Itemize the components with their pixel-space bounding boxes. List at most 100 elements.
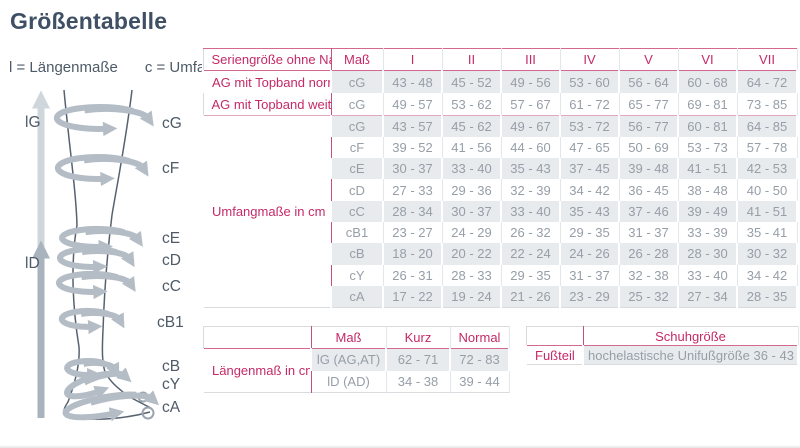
value-cell: 24 - 29 (441, 221, 502, 244)
band-arrow-cY (64, 367, 132, 400)
mass-cell: cD (330, 179, 384, 201)
value-cell: 62 - 71 (385, 348, 451, 371)
header-mass: Maß (330, 48, 384, 71)
mass-cell: cE (330, 158, 384, 180)
value-cell: 65 - 77 (618, 93, 679, 116)
mass-cell: lG (AG,AT) (310, 348, 387, 371)
value-cell: 31 - 37 (618, 221, 679, 244)
row-topband-normal: AG mit Topband normal cG 43 - 48 45 - 52… (202, 70, 798, 93)
value-cell: 33 - 40 (677, 264, 738, 286)
value-cell: 23 - 27 (382, 221, 443, 244)
value-cell: 37 - 45 (559, 158, 620, 180)
value-cell: 30 - 32 (736, 243, 798, 265)
value-cell: 17 - 22 (382, 285, 443, 308)
value-cell: 64 - 85 (736, 114, 798, 137)
mass-cell: cF (330, 136, 384, 159)
toe-curl-icon (141, 406, 155, 420)
size-table: Seriengröße ohne Naht Maß I II III IV V … (202, 48, 798, 308)
value-cell: 61 - 72 (559, 93, 620, 116)
value-cell: 39 - 44 (449, 370, 510, 393)
value-cell: 47 - 65 (559, 136, 620, 159)
band-arrow-cF (54, 153, 149, 187)
corner-cell (203, 326, 312, 349)
value-cell: 35 - 41 (736, 221, 798, 244)
value-cell: hochelastische Unifußgröße 36 - 43 (582, 345, 799, 365)
value-cell: 32 - 38 (618, 264, 679, 286)
diagram-label-cB: cB (162, 358, 180, 375)
header-size: VI (677, 48, 738, 71)
size-table-header-row: Seriengröße ohne Naht Maß I II III IV V … (203, 48, 798, 71)
header-size: III (500, 48, 561, 71)
value-cell: 45 - 62 (441, 114, 502, 137)
diagram-label-lG: lG (25, 114, 41, 131)
diagram-label-cA: cA (162, 399, 181, 416)
value-cell: 31 - 37 (559, 264, 620, 286)
band-arrow-cC (56, 270, 136, 300)
value-cell: 28 - 30 (677, 243, 738, 265)
mass-cell: cG (330, 70, 384, 93)
value-cell: 57 - 78 (736, 136, 798, 159)
value-cell: 43 - 57 (382, 114, 443, 137)
row-cE: cE 30 - 37 33 - 40 35 - 43 37 - 45 39 - … (203, 158, 798, 180)
header-kurz: Kurz (385, 326, 451, 349)
value-cell: 32 - 39 (500, 179, 561, 201)
header-size: VII (736, 48, 798, 71)
value-cell: 50 - 69 (618, 136, 679, 159)
header-normal: Normal (449, 326, 510, 349)
corner-cell (526, 326, 584, 346)
header-mass: Maß (310, 326, 387, 349)
value-cell: 19 - 24 (441, 285, 502, 308)
value-cell: 36 - 45 (618, 179, 679, 201)
value-cell: 39 - 49 (677, 200, 738, 222)
mass-cell: cA (330, 285, 384, 308)
length-table: Maß Kurz Normal Längenmaß in cm lG (AG,A… (202, 326, 510, 393)
row-cY: cY 26 - 31 28 - 33 29 - 35 31 - 37 32 - … (203, 264, 798, 286)
value-cell: 56 - 64 (618, 70, 679, 93)
value-cell: 22 - 24 (500, 243, 561, 265)
diagram-label-cE: cE (162, 230, 180, 247)
value-cell: 29 - 35 (559, 221, 620, 244)
section-label-umfang: Umfangmaße in cm (202, 115, 332, 308)
row-lG: Längenmaß in cm lG (AG,AT) 62 - 71 72 - … (202, 348, 510, 393)
length-table-header-row: Maß Kurz Normal (203, 326, 510, 349)
header-size: II (441, 48, 502, 71)
value-cell: 41 - 56 (441, 136, 502, 159)
header-size: I (382, 48, 443, 71)
value-cell: 72 - 83 (449, 348, 510, 371)
value-cell: 28 - 35 (736, 285, 798, 308)
band-arrow-cD (57, 245, 135, 275)
leg-outline (63, 89, 155, 420)
mass-cell: cG (330, 114, 384, 137)
band-arrow-cB1 (58, 307, 125, 335)
value-cell: 26 - 28 (618, 243, 679, 265)
value-cell: 53 - 73 (677, 136, 738, 159)
row-cF: cF 39 - 52 41 - 56 44 - 60 47 - 65 50 - … (203, 136, 798, 159)
value-cell: 53 - 62 (441, 93, 502, 116)
value-cell: 39 - 52 (382, 136, 443, 159)
row-cB: cB 18 - 20 20 - 22 22 - 24 24 - 26 26 - … (203, 243, 798, 265)
value-cell: 24 - 26 (559, 243, 620, 265)
value-cell: 30 - 37 (382, 158, 443, 180)
page-title: Größentabelle (10, 8, 168, 34)
section-label-laenge: Längenmaß in cm (202, 348, 312, 393)
row-cA: cA 17 - 22 19 - 24 21 - 26 23 - 29 25 - … (203, 285, 798, 308)
value-cell: 49 - 67 (500, 114, 561, 137)
value-cell: 27 - 33 (382, 179, 443, 201)
foot-table: Schuhgröße Fußteil hochelastische Unifuß… (525, 326, 799, 365)
row-lD: lD (AD) 34 - 38 39 - 44 (203, 370, 510, 393)
value-cell: 25 - 32 (618, 285, 679, 308)
value-cell: 73 - 85 (736, 93, 798, 116)
legend-length: l = Längenmaße (9, 59, 118, 76)
value-cell: 56 - 77 (618, 114, 679, 137)
row-cC: cC 28 - 34 30 - 37 33 - 40 35 - 43 37 - … (203, 200, 798, 222)
row-fussteil: Fußteil hochelastische Unifußgröße 36 - … (525, 345, 799, 365)
band-arrow-cB (64, 358, 120, 383)
value-cell: 42 - 53 (736, 158, 798, 180)
value-cell: 18 - 20 (382, 243, 443, 265)
value-cell: 57 - 67 (500, 93, 561, 116)
value-cell: 30 - 37 (441, 200, 502, 222)
value-cell: 33 - 40 (441, 158, 502, 180)
value-cell: 21 - 26 (500, 285, 561, 308)
band-arrow-cG (53, 103, 154, 137)
